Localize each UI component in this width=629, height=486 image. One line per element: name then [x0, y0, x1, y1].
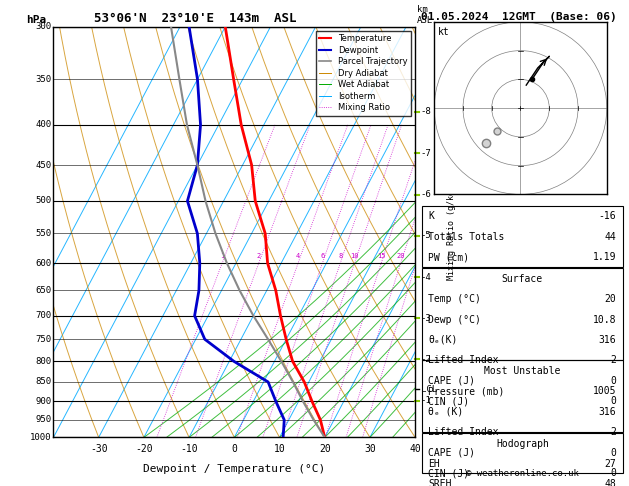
Text: 01.05.2024  12GMT  (Base: 06): 01.05.2024 12GMT (Base: 06) — [421, 12, 617, 22]
Text: PW (cm): PW (cm) — [428, 252, 469, 262]
Text: Dewp (°C): Dewp (°C) — [428, 314, 481, 325]
Text: EH: EH — [428, 459, 440, 469]
Text: Pressure (mb): Pressure (mb) — [428, 386, 504, 397]
Text: -30: -30 — [90, 444, 108, 453]
Text: Lifted Index: Lifted Index — [428, 427, 499, 437]
Text: 2: 2 — [611, 427, 616, 437]
Text: 1005: 1005 — [593, 386, 616, 397]
Text: 800: 800 — [35, 357, 52, 366]
Text: kt: kt — [438, 27, 450, 37]
Text: -1: -1 — [421, 396, 431, 405]
Text: 500: 500 — [35, 196, 52, 206]
Text: θₑ(K): θₑ(K) — [428, 335, 458, 345]
Text: SREH: SREH — [428, 480, 452, 486]
Text: 1: 1 — [220, 253, 225, 259]
Text: 4: 4 — [296, 253, 300, 259]
Text: Lifted Index: Lifted Index — [428, 355, 499, 365]
Text: 2: 2 — [257, 253, 261, 259]
Text: 450: 450 — [35, 160, 52, 170]
Text: Mixing Ratio (g/kg): Mixing Ratio (g/kg) — [447, 185, 456, 279]
Text: 0: 0 — [231, 444, 237, 453]
Text: 40: 40 — [409, 444, 421, 453]
Text: 350: 350 — [35, 75, 52, 84]
Text: 44: 44 — [604, 232, 616, 242]
Text: Surface: Surface — [502, 274, 543, 284]
Text: -8: -8 — [421, 107, 431, 116]
Text: 2: 2 — [611, 355, 616, 365]
Text: 316: 316 — [599, 335, 616, 345]
Text: Temp (°C): Temp (°C) — [428, 294, 481, 304]
Text: -20: -20 — [135, 444, 153, 453]
Text: 30: 30 — [364, 444, 376, 453]
Text: Hodograph: Hodograph — [496, 439, 549, 449]
Text: 1.19: 1.19 — [593, 252, 616, 262]
Text: Totals Totals: Totals Totals — [428, 232, 504, 242]
Text: 0: 0 — [611, 468, 616, 478]
Text: 27: 27 — [604, 459, 616, 469]
Text: 900: 900 — [35, 397, 52, 406]
Legend: Temperature, Dewpoint, Parcel Trajectory, Dry Adiabat, Wet Adiabat, Isotherm, Mi: Temperature, Dewpoint, Parcel Trajectory… — [316, 31, 411, 116]
Text: 10: 10 — [350, 253, 359, 259]
Text: 300: 300 — [35, 22, 52, 31]
Text: -16: -16 — [599, 211, 616, 222]
Text: 15: 15 — [377, 253, 386, 259]
Text: 750: 750 — [35, 335, 52, 344]
Text: -5: -5 — [421, 231, 431, 241]
Text: 650: 650 — [35, 286, 52, 295]
Text: K: K — [428, 211, 434, 222]
Text: km
ASL: km ASL — [417, 5, 433, 25]
Text: θₑ (K): θₑ (K) — [428, 407, 464, 417]
Text: 6: 6 — [320, 253, 325, 259]
Text: CIN (J): CIN (J) — [428, 396, 469, 406]
Text: 48: 48 — [604, 480, 616, 486]
Text: 0: 0 — [611, 396, 616, 406]
Text: 600: 600 — [35, 259, 52, 268]
Text: -3: -3 — [421, 313, 431, 323]
Text: 10.8: 10.8 — [593, 314, 616, 325]
Text: CIN (J): CIN (J) — [428, 468, 469, 478]
Text: Dewpoint / Temperature (°C): Dewpoint / Temperature (°C) — [143, 464, 325, 474]
Text: 20: 20 — [319, 444, 331, 453]
Text: Most Unstable: Most Unstable — [484, 366, 560, 376]
Text: -2: -2 — [421, 355, 431, 364]
Text: 20: 20 — [396, 253, 405, 259]
Text: -6: -6 — [421, 191, 431, 199]
Text: 1000: 1000 — [30, 433, 52, 442]
Text: hPa: hPa — [26, 15, 47, 25]
Text: CAPE (J): CAPE (J) — [428, 376, 476, 386]
Text: 400: 400 — [35, 121, 52, 129]
Text: -7: -7 — [421, 149, 431, 158]
Text: 850: 850 — [35, 378, 52, 386]
Text: 0: 0 — [611, 376, 616, 386]
Text: 316: 316 — [599, 407, 616, 417]
Text: © weatheronline.co.uk: © weatheronline.co.uk — [466, 469, 579, 478]
Text: 550: 550 — [35, 229, 52, 238]
Text: -10: -10 — [181, 444, 198, 453]
Text: 20: 20 — [604, 294, 616, 304]
Text: CAPE (J): CAPE (J) — [428, 448, 476, 458]
Text: 53°06'N  23°10'E  143m  ASL: 53°06'N 23°10'E 143m ASL — [94, 12, 296, 25]
Text: -4: -4 — [421, 273, 431, 281]
Text: 0: 0 — [611, 448, 616, 458]
Text: 950: 950 — [35, 416, 52, 424]
Text: 10: 10 — [274, 444, 286, 453]
Text: 8: 8 — [338, 253, 342, 259]
Text: LCL: LCL — [421, 384, 437, 394]
Text: 700: 700 — [35, 311, 52, 320]
